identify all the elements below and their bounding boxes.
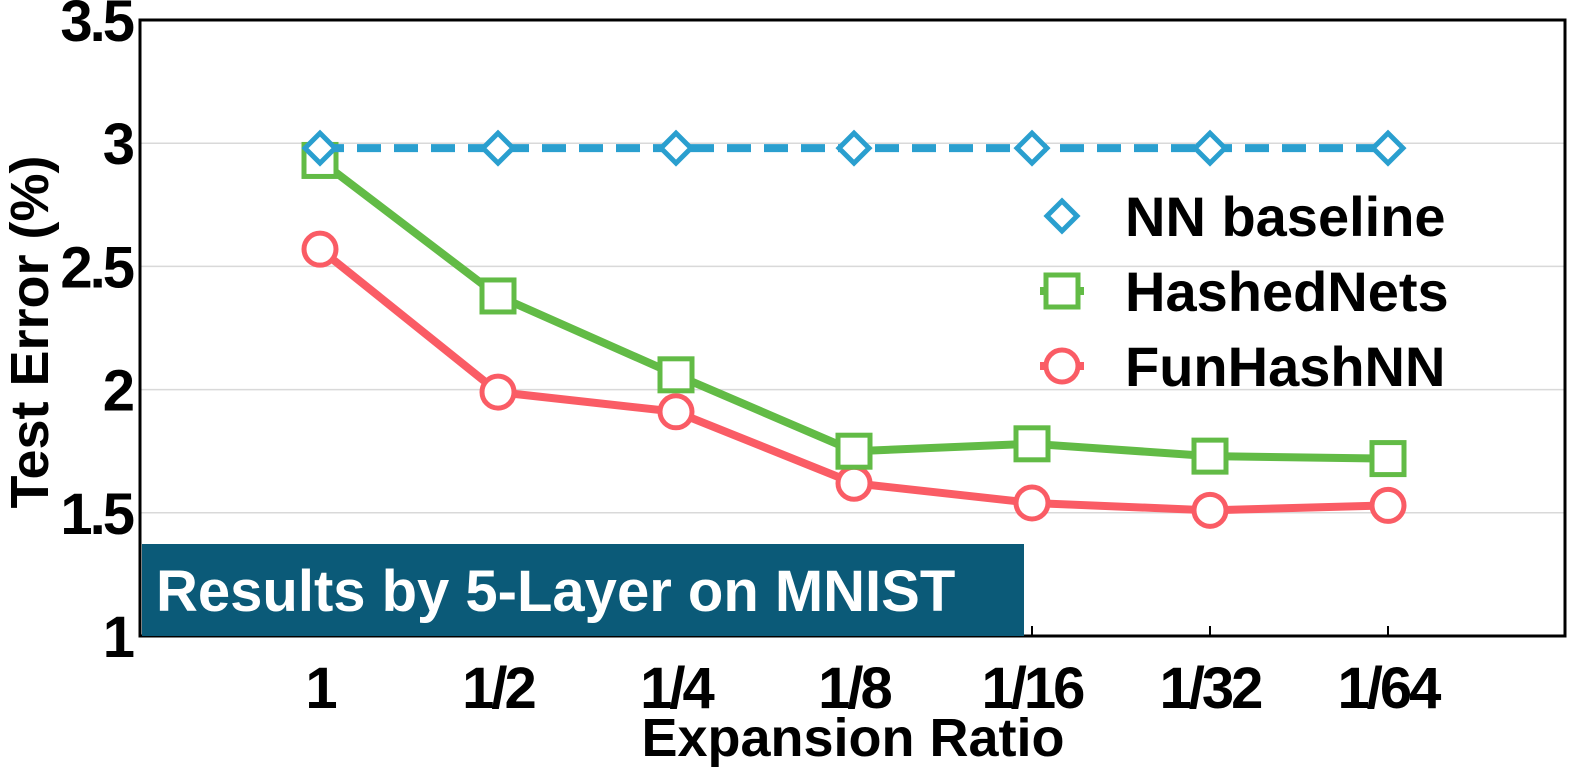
- y-tick-label: 3.5: [60, 0, 133, 54]
- data-point-nn-baseline: [835, 129, 873, 167]
- data-point-hashednets: [657, 356, 695, 394]
- y-tick-label: 3: [103, 112, 134, 177]
- data-point-hashednets: [479, 277, 517, 315]
- y-tick-label: 2: [103, 359, 133, 424]
- data-point-funhashnn: [479, 373, 517, 411]
- legend: NN baseline HashedNets FunHashNN: [1040, 185, 1449, 398]
- x-tick-label: 1/16: [982, 656, 1085, 721]
- data-point-funhashnn: [1191, 491, 1229, 529]
- x-tick-label: 1/32: [1160, 656, 1262, 721]
- y-tick-label: 1.5: [60, 482, 133, 547]
- plot-frame: [138, 18, 1567, 638]
- x-tick-label: 1/64: [1338, 656, 1442, 721]
- series-funhashnn: [301, 230, 1407, 529]
- data-point-nn-baseline: [479, 129, 517, 167]
- x-tick-label: 1/4: [640, 656, 714, 721]
- y-tick-label: 1: [103, 605, 134, 670]
- annotation-banner-text: Results by 5-Layer on MNIST: [156, 559, 955, 624]
- legend-label-nn-baseline: NN baseline: [1125, 185, 1446, 248]
- annotation-banner: Results by 5-Layer on MNIST: [142, 544, 1024, 636]
- data-point-hashednets: [1013, 425, 1051, 463]
- tick-labels: 1 1.5 2 2.5 3 3.5 1 1/2 1/4 1/8 1/16 1/32 1/64: [60, 0, 1444, 721]
- data-point-nn-baseline: [1369, 129, 1407, 167]
- legend-label-funhashnn: FunHashNN: [1125, 335, 1445, 398]
- legend-marker-funhashnn: [1043, 347, 1081, 385]
- data-point-hashednets: [1191, 437, 1229, 475]
- data-point-funhashnn: [301, 230, 339, 268]
- legend-item-nn-baseline: NN baseline: [1043, 185, 1446, 248]
- series-nn-baseline: [301, 129, 1407, 167]
- plot-border: [138, 18, 1567, 638]
- x-tick-label: 1: [305, 656, 336, 721]
- data-point-hashednets: [835, 432, 873, 470]
- legend-item-funhashnn: FunHashNN: [1040, 335, 1445, 398]
- data-point-funhashnn: [1369, 486, 1407, 524]
- data-point-nn-baseline: [657, 129, 695, 167]
- legend-label-hashednets: HashedNets: [1125, 260, 1449, 323]
- data-point-nn-baseline: [1191, 129, 1229, 167]
- data-point-funhashnn: [1013, 484, 1051, 522]
- legend-marker-nn-baseline: [1043, 197, 1081, 235]
- y-axis-label: Test Error (%): [0, 155, 60, 508]
- y-tick-label: 2.5: [60, 235, 133, 300]
- legend-item-hashednets: HashedNets: [1040, 260, 1449, 323]
- data-point-funhashnn: [835, 464, 873, 502]
- data-point-nn-baseline: [1013, 129, 1051, 167]
- data-point-hashednets: [1369, 440, 1407, 478]
- data-point-nn-baseline: [301, 129, 339, 167]
- x-tick-label: 1/8: [818, 656, 891, 721]
- series-layer: [301, 129, 1407, 529]
- x-axis-label: Expansion Ratio: [641, 708, 1064, 768]
- annotation-banner-background: [142, 544, 1024, 636]
- legend-marker-hashednets: [1043, 272, 1081, 310]
- x-tick-label: 1/2: [462, 656, 534, 721]
- data-point-funhashnn: [657, 393, 695, 431]
